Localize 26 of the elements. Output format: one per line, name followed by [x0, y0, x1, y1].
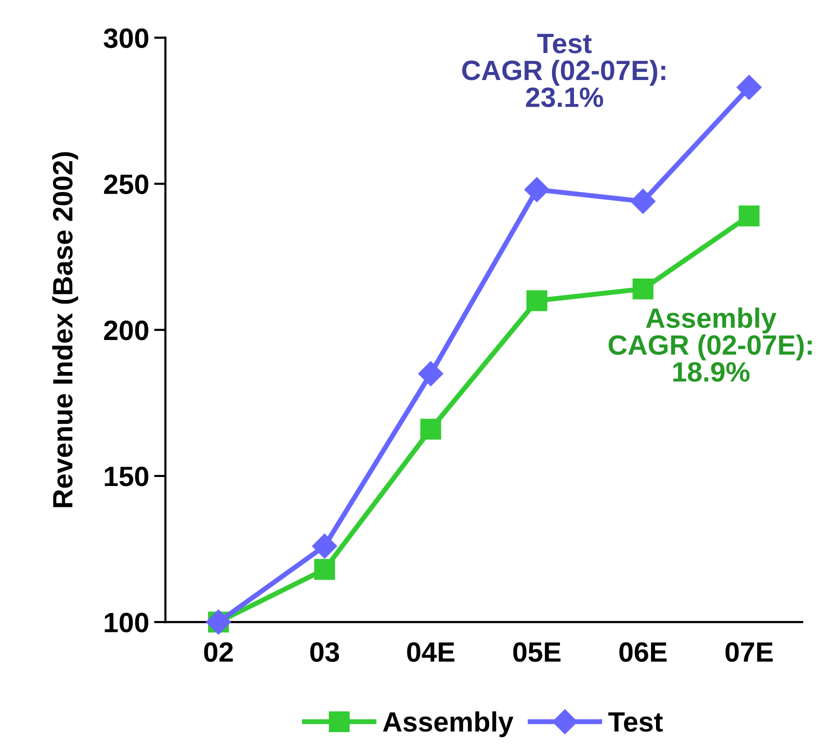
point — [632, 278, 654, 300]
point — [418, 361, 444, 386]
point — [630, 188, 656, 214]
x-tick-label: 07E — [726, 642, 773, 662]
point — [524, 177, 550, 202]
point — [736, 74, 762, 100]
x-tick-label: 06E — [619, 642, 667, 662]
annotation: Assembly CAGR (02-07E): 18.9% — [608, 308, 812, 382]
annotation: Test CAGR (02-07E): 23.1% — [462, 34, 666, 108]
x-tick-label: 03 — [310, 642, 340, 662]
y-tick-label: 200 — [104, 320, 148, 340]
legend-label: Test — [608, 712, 663, 732]
legend-label: Assembly — [383, 711, 514, 738]
x-tick-label: 04E — [407, 642, 454, 662]
point — [314, 559, 336, 580]
y-tick-label: 100 — [104, 612, 148, 632]
y-tick-label: 150 — [104, 466, 148, 486]
y-tick-label: 300 — [104, 28, 148, 48]
y-axis-title: Revenue Index (Base 2002) — [52, 152, 78, 508]
point — [526, 290, 548, 312]
point — [312, 534, 338, 559]
y-tick-label: 250 — [104, 174, 148, 194]
x-tick-label: 05E — [513, 642, 560, 662]
point — [420, 418, 442, 440]
x-tick-label: 02 — [204, 642, 233, 662]
point — [738, 206, 760, 226]
